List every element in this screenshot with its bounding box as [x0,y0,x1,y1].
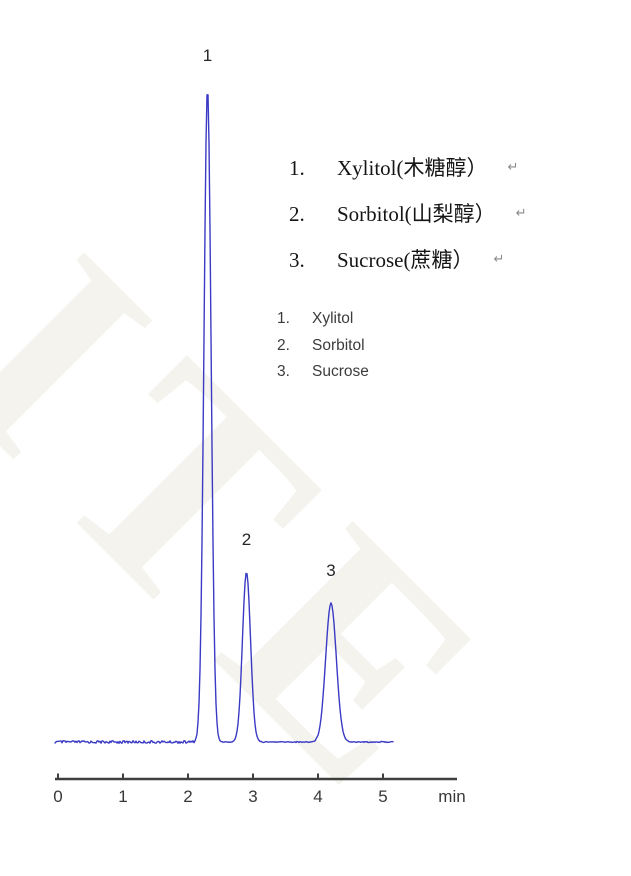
legend-item: 1. Xylitol(木糖醇） ↵ [289,157,527,179]
legend-item-text: Xylitol [312,310,354,327]
x-axis: 0 1 2 3 4 5 min [53,773,466,806]
chromatogram-trace [54,94,394,744]
legend-item: 1. Xylitol [277,306,369,333]
legend-item: 3. Sucrose(蔗糖） ↵ [289,249,527,271]
peak-label-2: 2 [241,530,252,549]
x-axis-unit-label: min [438,787,465,806]
paragraph-return-icon: ↵ [493,252,505,267]
paragraph-return-icon: ↵ [515,206,527,221]
x-tick-label: 5 [378,787,387,806]
x-tick-label: 4 [313,787,322,806]
legend-english: 1. Xylitol 2. Sorbitol 3. Sucrose [277,306,369,386]
peak-label-1: 1 [202,46,213,65]
legend-item-number: 3. [277,363,290,380]
legend-item-text: Sucrose [312,363,369,380]
legend-item: 2. Sorbitol [277,333,369,360]
x-tick-label: 3 [248,787,257,806]
legend-item-text: Sucrose(蔗糖） [337,248,474,272]
legend-item-number: 2. [277,336,290,354]
legend-item-number: 3. [289,248,305,272]
legend-item-text: Xylitol(木糖醇） [337,156,488,180]
legend-item-text: Sorbitol [312,336,365,354]
legend-item: 3. Sucrose [277,359,369,386]
legend-item-number: 2. [289,202,305,226]
legend-chinese: 1. Xylitol(木糖醇） ↵ 2. Sorbitol(山梨醇） ↵ 3. … [289,157,527,295]
legend-item-number: 1. [277,310,290,327]
x-tick-label: 1 [118,787,127,806]
paragraph-return-icon: ↵ [507,160,519,175]
x-tick-label: 0 [53,787,62,806]
legend-item: 2. Sorbitol(山梨醇） ↵ [289,203,527,225]
legend-item-text: Sorbitol(山梨醇） [337,202,496,226]
peak-label-3: 3 [326,561,336,580]
x-tick-label: 2 [183,787,192,806]
legend-item-number: 1. [289,156,305,180]
